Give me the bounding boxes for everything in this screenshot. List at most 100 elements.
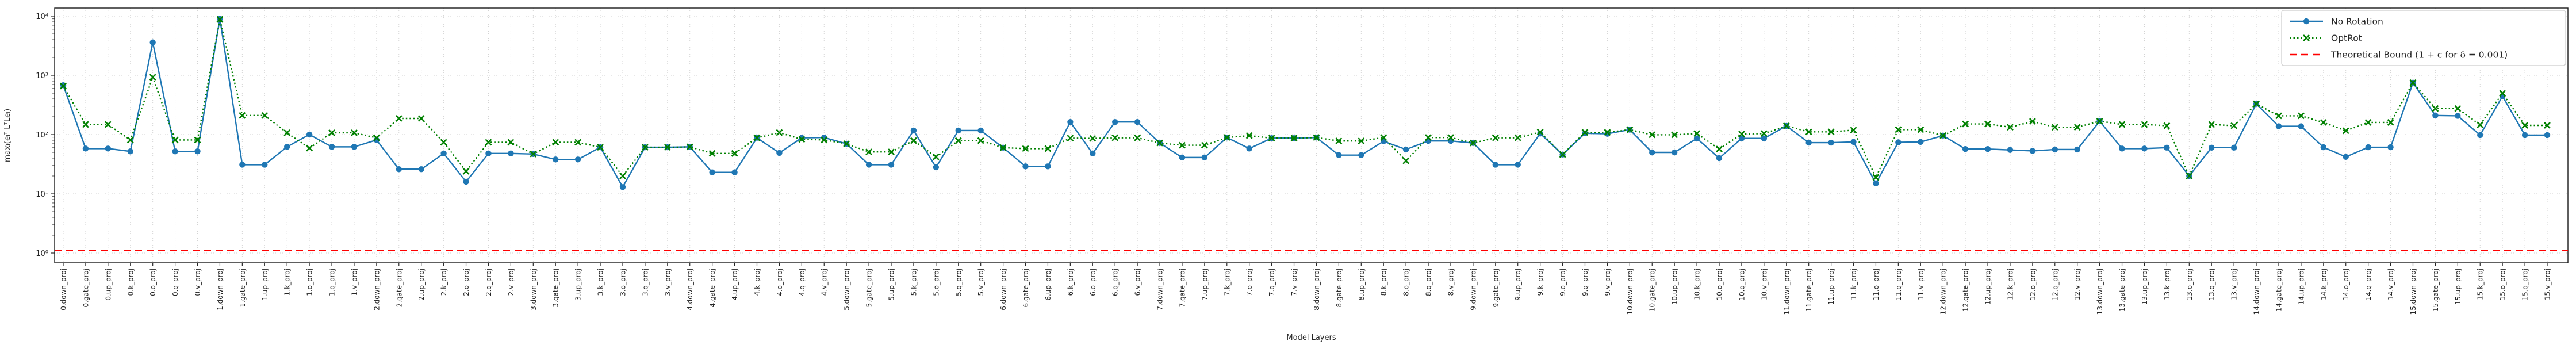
x-marker	[261, 112, 269, 119]
x-tick-label: 11.up_proj	[1827, 269, 1835, 305]
circle-marker	[2365, 144, 2371, 151]
x-tick-label: 9.k_proj	[1536, 269, 1544, 296]
x-tick-label: 5.gate_proj	[865, 269, 873, 307]
x-marker	[798, 136, 806, 143]
circle-marker	[1671, 149, 1678, 156]
x-marker	[1469, 139, 1477, 147]
x-marker	[574, 139, 582, 146]
circle-marker	[1716, 155, 1723, 162]
x-tick-label: 2.q_proj	[485, 269, 493, 296]
circle-marker	[1649, 149, 1655, 156]
x-marker	[1738, 131, 1745, 138]
x-marker	[753, 134, 761, 141]
circle-marker	[619, 184, 626, 190]
x-tick-label: 2.up_proj	[417, 269, 425, 301]
x-tick-label: 3.q_proj	[641, 269, 649, 296]
legend: No Rotation OptRot Theoretical Bound (1 + …	[2281, 10, 2566, 66]
x-marker	[530, 150, 537, 158]
circle-marker	[2141, 145, 2148, 152]
x-marker	[1805, 128, 1812, 136]
x-marker	[1671, 131, 1678, 139]
x-tick-label: 15.o_proj	[2499, 269, 2507, 300]
x-marker	[239, 112, 246, 119]
x-tick-label: 2.down_proj	[373, 269, 381, 310]
x-marker	[552, 139, 559, 146]
x-marker	[2364, 119, 2372, 126]
x-marker	[1245, 132, 1253, 139]
x-marker	[1089, 135, 1097, 142]
x-tick-label: 8.k_proj	[1380, 269, 1388, 296]
x-tick-label: 6.gate_proj	[1022, 269, 1030, 307]
x-tick-label: 0.gate_proj	[82, 269, 90, 307]
x-tick-label: 7.o_proj	[1245, 269, 1254, 296]
x-marker	[1179, 141, 1186, 149]
x-tick-label: 9.down_proj	[1469, 269, 1477, 310]
circle-marker	[1515, 162, 1521, 168]
x-marker	[507, 139, 515, 146]
circle-marker	[888, 162, 895, 168]
x-marker	[843, 140, 850, 147]
legend-box	[2281, 10, 2566, 66]
x-marker	[1514, 134, 1521, 141]
x-tick-label: 3.down_proj	[530, 269, 538, 310]
x-marker	[2073, 124, 2081, 131]
x-tick-label: 5.o_proj	[932, 269, 940, 296]
x-marker	[2477, 121, 2484, 128]
x-marker	[2409, 79, 2417, 86]
circle-marker	[1828, 139, 1834, 146]
x-marker	[1022, 145, 1029, 152]
x-marker	[1268, 135, 1275, 142]
x-tick-label: 0.down_proj	[60, 269, 68, 310]
circle-marker	[1738, 135, 1745, 141]
circle-marker	[283, 144, 290, 150]
x-marker	[641, 144, 649, 151]
x-tick-label: 9.gate_proj	[1492, 269, 1500, 307]
x-marker	[306, 144, 313, 152]
y-tick-label: 10⁰	[36, 250, 48, 258]
x-tick-label: 0.v_proj	[194, 269, 202, 296]
x-tick-label: 1.gate_proj	[239, 269, 247, 307]
circle-marker	[2230, 144, 2237, 151]
legend-item: OptRot	[2290, 33, 2362, 44]
x-tick-label: 14.v_proj	[2387, 269, 2395, 300]
x-tick-label: 6.v_proj	[1134, 269, 1142, 296]
circle-marker	[485, 150, 492, 157]
x-marker	[1402, 157, 1410, 164]
x-tick-label: 12.gate_proj	[1962, 269, 1970, 312]
x-marker	[216, 16, 224, 23]
x-tick-label: 1.up_proj	[261, 269, 269, 301]
circle-marker	[1984, 145, 1991, 152]
x-tick-label: 8.down_proj	[1313, 269, 1321, 310]
circle-marker	[865, 162, 872, 168]
circle-marker	[2209, 144, 2215, 151]
x-tick-label: 3.o_proj	[619, 269, 627, 296]
circle-marker	[1358, 152, 1364, 158]
x-tick-label: 15.q_proj	[2521, 269, 2529, 301]
x-marker	[910, 137, 917, 144]
x-marker	[462, 167, 470, 175]
circle-marker	[194, 148, 201, 155]
circle-marker	[127, 148, 133, 155]
x-marker	[2051, 124, 2058, 131]
x-marker	[2275, 112, 2282, 120]
x-marker	[1134, 134, 1141, 141]
circle-marker	[239, 162, 246, 168]
x-tick-label: 4.up_proj	[731, 269, 739, 301]
circle-marker	[1402, 146, 1409, 153]
circle-marker	[2164, 144, 2170, 151]
x-marker	[2454, 105, 2462, 112]
x-marker	[686, 143, 693, 151]
legend-item: No Rotation	[2290, 17, 2383, 27]
x-marker	[2432, 105, 2439, 112]
x-tick-label: 3.v_proj	[664, 269, 672, 296]
circle-marker	[2052, 146, 2058, 153]
circle-marker	[1962, 145, 1969, 152]
x-marker	[1693, 130, 1701, 137]
x-tick-label: 13.q_proj	[2208, 269, 2216, 301]
circle-marker	[2007, 147, 2014, 153]
x-marker	[2521, 122, 2529, 129]
x-marker	[1223, 134, 1230, 141]
circle-marker	[440, 150, 447, 157]
x-marker	[2544, 122, 2551, 129]
